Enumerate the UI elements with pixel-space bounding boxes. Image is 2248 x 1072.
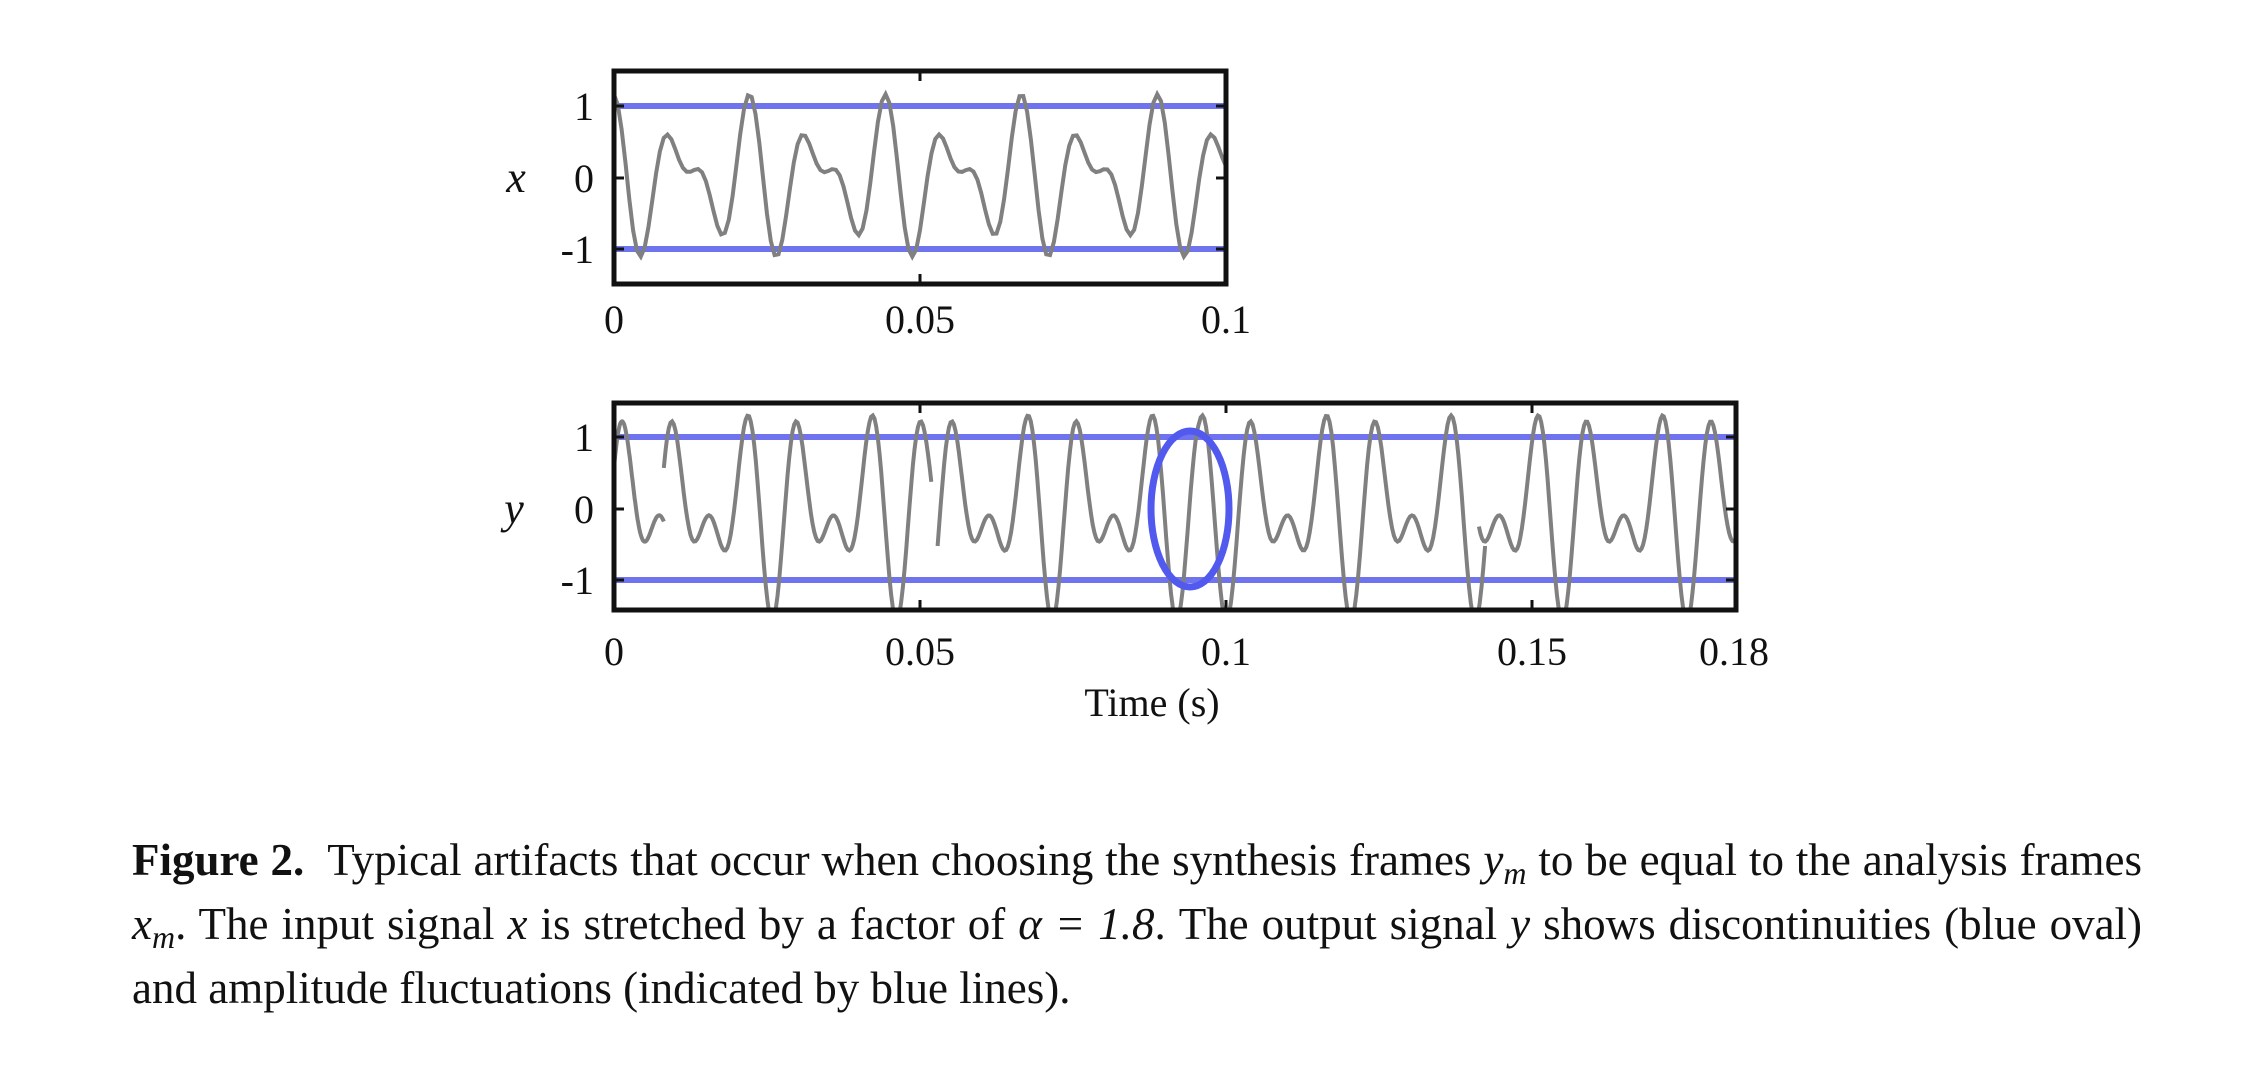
x-tick-label: 0.05	[885, 297, 955, 342]
x-tick-label: 0.1	[1201, 629, 1251, 674]
y-tick-label: 0	[574, 156, 594, 201]
discontinuity-oval	[1147, 427, 1233, 591]
signal-line-x	[614, 89, 1226, 261]
y-tick-label: 1	[574, 415, 594, 460]
x-tick-label: 0.1	[1201, 297, 1251, 342]
caption-math: y	[1510, 899, 1531, 949]
y-ticks	[614, 104, 1226, 251]
y-tick-label: -1	[561, 227, 594, 272]
figure-caption: Figure 2. Typical artifacts that occur w…	[132, 828, 2142, 1020]
y-tick-label: 0	[574, 487, 594, 532]
caption-math: x	[507, 899, 528, 949]
chart-x: 1 0 -1 x 0 0.05 0.1	[505, 68, 1251, 342]
plot-frame	[611, 400, 1739, 613]
x-tick-label: 0.05	[885, 629, 955, 674]
y-axis-label: x	[505, 153, 526, 202]
caption-math: xm	[132, 899, 176, 955]
caption-text: . The input signal	[175, 899, 495, 949]
y-ticks	[614, 435, 1736, 582]
signal-line-y	[614, 412, 1735, 610]
caption-label: Figure 2.	[132, 835, 305, 885]
x-tick-label: 0	[604, 297, 624, 342]
caption-text: Typical artifacts that occur when choosi…	[327, 835, 1472, 885]
y-tick-label: -1	[561, 558, 594, 603]
x-axis-label: Time (s)	[1084, 680, 1219, 725]
y-axis-label: y	[500, 484, 524, 533]
caption-math: ym	[1483, 835, 1527, 891]
caption-math: α = 1.8	[1018, 899, 1155, 949]
y-tick-label: 1	[574, 84, 594, 129]
x-tick-label: 0.18	[1699, 629, 1769, 674]
x-tick-label: 0.15	[1497, 629, 1567, 674]
x-tick-label: 0	[604, 629, 624, 674]
x-ticks	[918, 403, 1534, 610]
caption-text: is stretched by a factor of	[540, 899, 1006, 949]
caption-text: . The output signal	[1154, 899, 1498, 949]
chart-y: 1 0 -1 y 0 0.05 0.1 0.15 0.18 Time (s)	[500, 400, 1769, 725]
caption-text: shows discontinuities (blue oval) and am…	[132, 899, 2143, 1013]
caption-text: to be equal to the analysis frames	[1538, 835, 2143, 885]
